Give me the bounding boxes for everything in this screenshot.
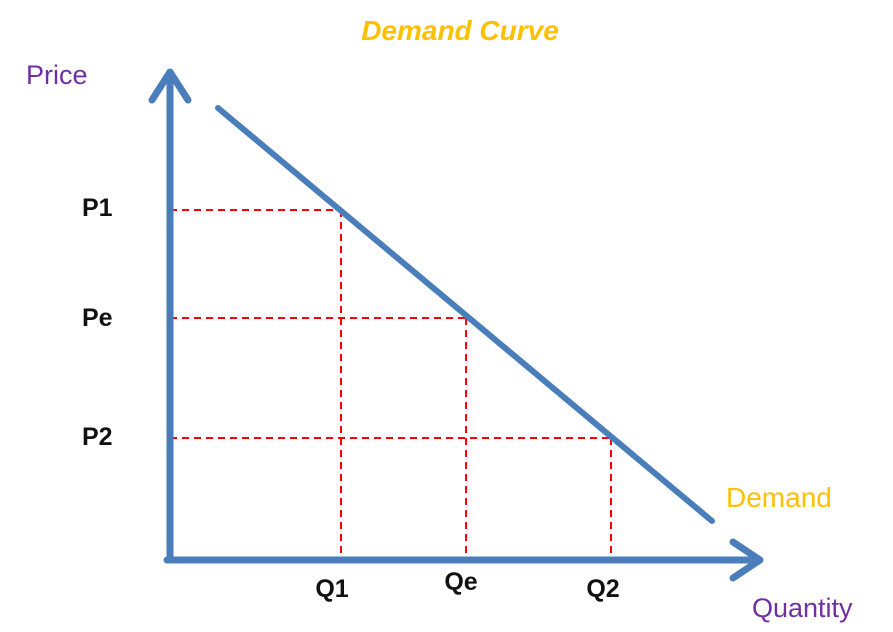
diagram-title: Demand Curve (361, 15, 559, 46)
demand-curve-label: Demand (726, 482, 832, 513)
guide-lines (170, 209, 612, 560)
price-label-pe: Pe (82, 304, 113, 332)
price-label-p2: P2 (82, 423, 113, 451)
quantity-label-q2: Q2 (586, 575, 619, 603)
y-axis-title: Price (26, 60, 88, 90)
quantity-label-q1: Q1 (315, 575, 348, 603)
axes (148, 68, 764, 582)
x-axis-arrowhead (729, 538, 764, 582)
x-axis-title: Quantity (752, 593, 853, 623)
y-axis-arrowhead (148, 68, 192, 104)
demand-curve-line (215, 105, 715, 524)
price-label-p1: P1 (82, 194, 113, 222)
quantity-label-qe: Qe (444, 568, 477, 596)
